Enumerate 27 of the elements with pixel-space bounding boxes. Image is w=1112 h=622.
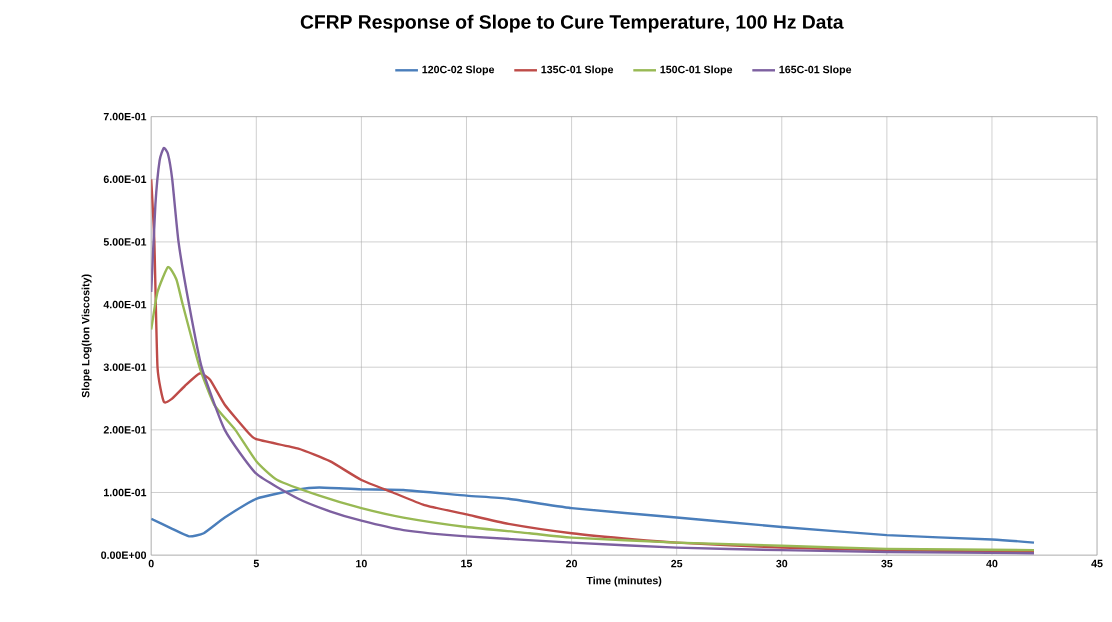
x-tick-label: 0 bbox=[148, 559, 154, 568]
y-tick-label: 2.00E-01 bbox=[103, 426, 147, 434]
legend-label: 120C-02 Slope bbox=[422, 65, 495, 76]
x-tick-label: 25 bbox=[671, 559, 683, 568]
x-tick-label: 30 bbox=[776, 559, 788, 568]
y-tick-label: 5.00E-01 bbox=[103, 238, 147, 246]
legend-label: 135C-01 Slope bbox=[541, 65, 614, 76]
y-tick-label: 3.00E-01 bbox=[103, 363, 147, 372]
y-tick-label: 4.00E-01 bbox=[103, 300, 147, 309]
y-tick-label: 1.00E-01 bbox=[104, 488, 147, 497]
y-axis-title: Slope Log(Ion Viscosity) bbox=[81, 274, 92, 398]
x-axis-title: Time (minutes) bbox=[586, 576, 662, 587]
x-tick-label: 35 bbox=[881, 559, 893, 568]
legend-label: 165C-01 Slope bbox=[779, 65, 852, 76]
line-series bbox=[151, 265, 1036, 552]
y-tick-label: 6.00E-01 bbox=[103, 175, 147, 184]
line-series bbox=[151, 486, 1036, 544]
x-tick-label: 10 bbox=[356, 559, 367, 568]
y-tick-label: 7.00E-01 bbox=[103, 112, 147, 121]
chart-title: CFRP Response of Slope to Cure Temperature, 100 Hz Data bbox=[300, 14, 844, 33]
y-tick-label: 0.00E+00 bbox=[101, 551, 147, 559]
x-tick-label: 5 bbox=[253, 559, 259, 568]
x-tick-label: 40 bbox=[986, 559, 998, 568]
x-tick-label: 15 bbox=[461, 559, 473, 568]
x-tick-label: 20 bbox=[566, 559, 578, 568]
legend-label: 150C-01 Slope bbox=[660, 65, 733, 76]
x-tick-label: 45 bbox=[1091, 559, 1103, 568]
